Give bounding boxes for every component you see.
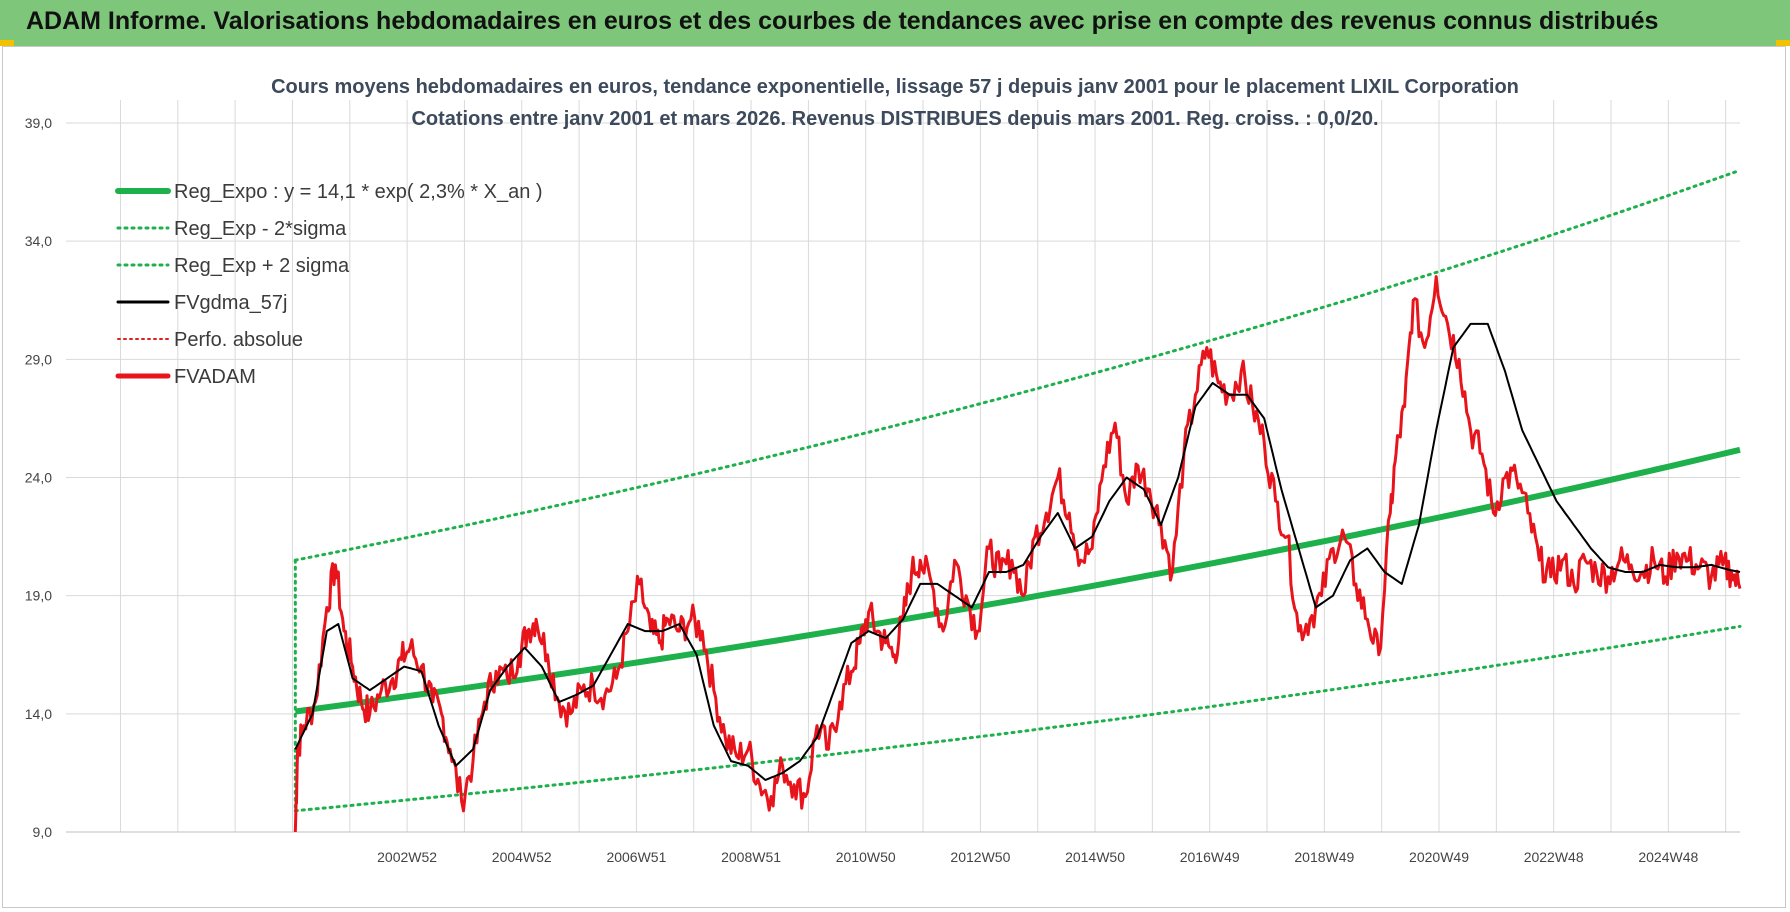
series-lower-band bbox=[293, 624, 1742, 813]
y-tick-label: 14,0 bbox=[25, 706, 52, 722]
legend-label-perfo: Perfo. absolue bbox=[174, 329, 303, 351]
x-axis: 2002W52 2004W52 2006W51 2008W51 2010W50 2012W… bbox=[377, 849, 1698, 865]
x-tick-label: 2020W49 bbox=[1409, 849, 1469, 865]
y-tick-label: 34,0 bbox=[25, 233, 52, 249]
chart-title: Cours moyens hebdomadaires en euros, ten… bbox=[271, 76, 1519, 98]
y-tick-label: 24,0 bbox=[25, 470, 52, 486]
legend-label-fvadam: FVADAM bbox=[174, 366, 256, 388]
x-tick-label: 2004W52 bbox=[492, 849, 552, 865]
y-axis: 9,0 14,0 19,0 24,0 29,0 34,0 39,0 bbox=[25, 115, 52, 840]
plot-area bbox=[293, 168, 1742, 833]
corner-marker-left bbox=[0, 40, 14, 46]
x-tick-label: 2016W49 bbox=[1180, 849, 1240, 865]
corner-marker-right bbox=[1776, 40, 1790, 46]
x-tick-label: 2008W51 bbox=[721, 849, 781, 865]
legend: Reg_Expo : y = 14,1 * exp( 2,3% * X_an )… bbox=[115, 181, 543, 388]
chart-frame bbox=[2, 46, 1786, 908]
legend-label-fvgdma: FVgdma_57j bbox=[174, 292, 287, 314]
x-tick-label: 2002W52 bbox=[377, 849, 437, 865]
gridlines bbox=[66, 100, 1740, 833]
y-tick-label: 39,0 bbox=[25, 115, 52, 131]
report-banner: ADAM Informe. Valorisations hebdomadaire… bbox=[0, 0, 1790, 46]
y-tick-label: 9,0 bbox=[33, 824, 53, 840]
x-tick-label: 2006W51 bbox=[606, 849, 666, 865]
series-upper-band bbox=[293, 168, 1742, 562]
x-tick-label: 2022W48 bbox=[1524, 849, 1584, 865]
y-tick-label: 19,0 bbox=[25, 588, 52, 604]
series-fvadam bbox=[293, 275, 1742, 833]
x-tick-label: 2014W50 bbox=[1065, 849, 1125, 865]
legend-label-reg_expo: Reg_Expo : y = 14,1 * exp( 2,3% * X_an ) bbox=[174, 181, 543, 203]
series-fvgdma bbox=[294, 322, 1741, 781]
x-tick-label: 2012W50 bbox=[950, 849, 1010, 865]
y-tick-label: 29,0 bbox=[25, 351, 52, 367]
legend-label-upper: Reg_Exp + 2 sigma bbox=[174, 255, 350, 277]
legend-label-lower: Reg_Exp - 2*sigma bbox=[174, 218, 347, 240]
x-tick-label: 2018W49 bbox=[1294, 849, 1354, 865]
x-tick-label: 2024W48 bbox=[1638, 849, 1698, 865]
chart-subtitle: Cotations entre janv 2001 et mars 2026. … bbox=[411, 108, 1378, 130]
x-tick-label: 2010W50 bbox=[836, 849, 896, 865]
report-title: ADAM Informe. Valorisations hebdomadaire… bbox=[26, 7, 1659, 35]
